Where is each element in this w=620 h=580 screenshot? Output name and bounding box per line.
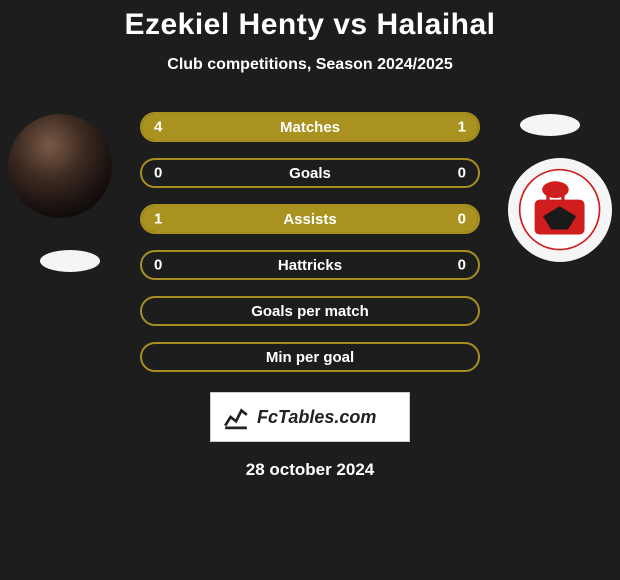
date-label: 28 october 2024 bbox=[0, 460, 620, 480]
stat-value-right: 0 bbox=[458, 165, 466, 182]
stat-row-matches: 41Matches bbox=[140, 112, 480, 142]
stat-value-right: 1 bbox=[458, 119, 466, 136]
source-badge-text: FcTables.com bbox=[257, 407, 376, 428]
stat-bars: 41Matches00Goals10Assists00HattricksGoal… bbox=[140, 112, 480, 372]
player1-flag bbox=[40, 250, 100, 272]
stat-row-hattricks: 0 0Hattricks bbox=[140, 250, 480, 280]
player2-flag bbox=[520, 114, 580, 136]
stat-value-left: 0 bbox=[154, 257, 162, 274]
stat-row-goals: 0 0Goals bbox=[140, 158, 480, 188]
subtitle: Club competitions, Season 2024/2025 bbox=[0, 56, 620, 74]
stat-fill-left bbox=[142, 206, 478, 232]
stat-row-assists: 10Assists bbox=[140, 204, 480, 234]
stat-label: Hattricks bbox=[142, 257, 478, 274]
club-crest-icon bbox=[518, 168, 601, 251]
main: 41Matches00Goals10Assists00HattricksGoal… bbox=[0, 112, 620, 480]
stat-label: Goals bbox=[142, 165, 478, 182]
stat-value-right: 0 bbox=[458, 211, 466, 228]
player2-avatar bbox=[508, 158, 612, 262]
source-badge: FcTables.com bbox=[210, 392, 410, 442]
root: Ezekiel Henty vs Halaihal Club competiti… bbox=[0, 0, 620, 480]
player1-avatar bbox=[8, 114, 112, 218]
stat-row-goals-per-match: Goals per match bbox=[140, 296, 480, 326]
stat-fill-right bbox=[411, 114, 478, 140]
stat-row-min-per-goal: Min per goal bbox=[140, 342, 480, 372]
chart-icon bbox=[223, 404, 249, 430]
title-player1: Ezekiel Henty bbox=[124, 8, 324, 41]
page-title: Ezekiel Henty vs Halaihal bbox=[0, 8, 620, 42]
stat-value-right: 0 bbox=[458, 257, 466, 274]
title-vs: vs bbox=[333, 8, 367, 41]
stat-value-left: 0 bbox=[154, 165, 162, 182]
title-player2: Halaihal bbox=[376, 8, 495, 41]
stat-fill-left bbox=[142, 114, 411, 140]
stat-value-left: 4 bbox=[154, 119, 162, 136]
stat-value-left: 1 bbox=[154, 211, 162, 228]
